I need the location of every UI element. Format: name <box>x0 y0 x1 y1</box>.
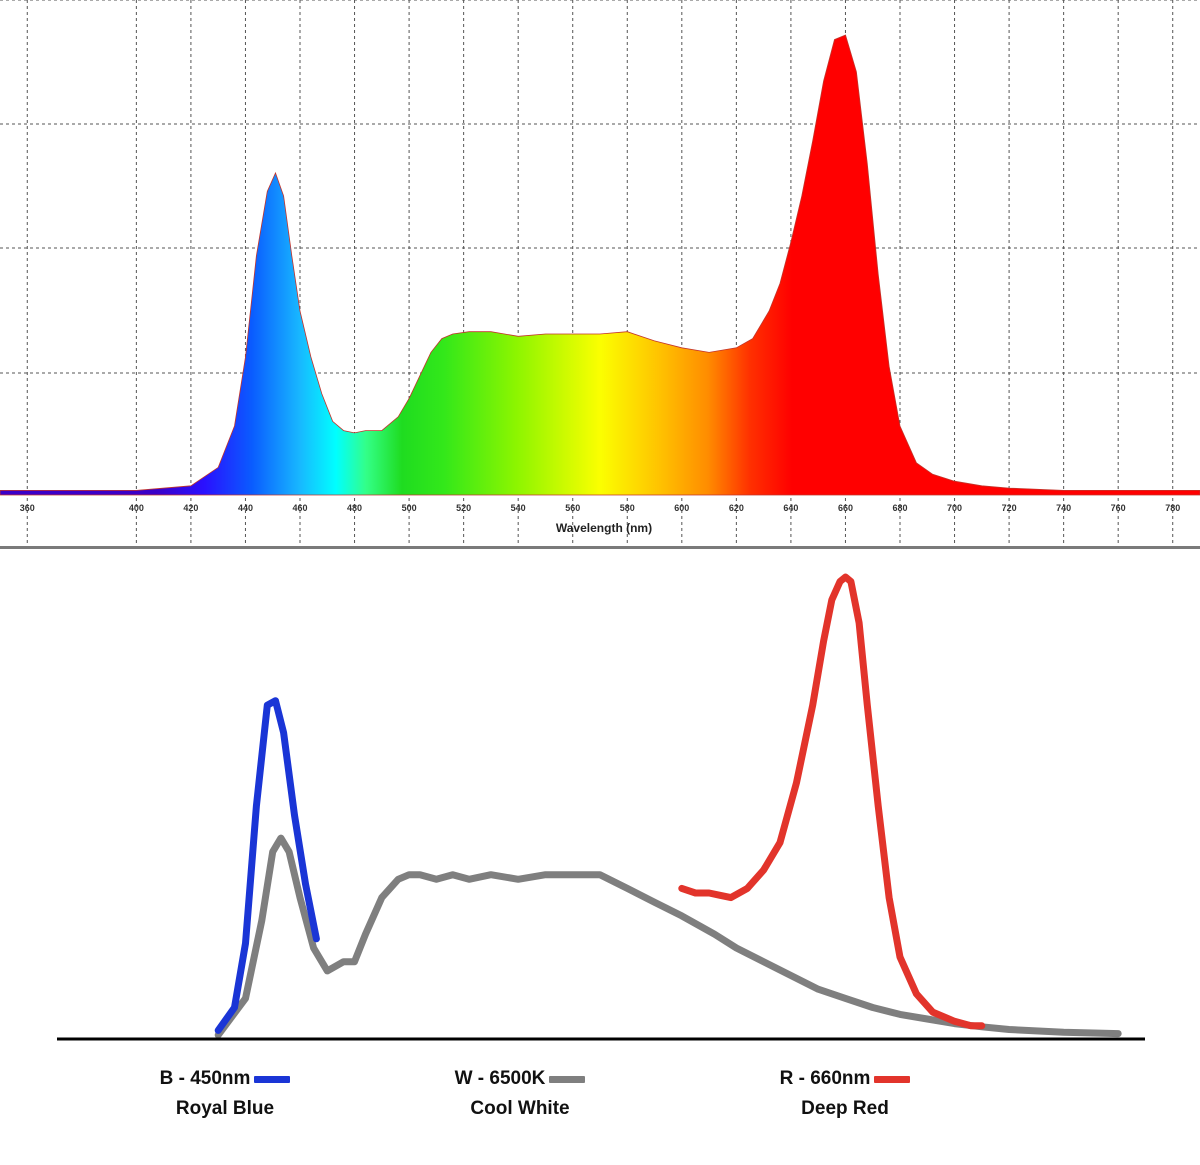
x-tick-label: 720 <box>1002 503 1017 513</box>
x-tick-label: 420 <box>183 503 198 513</box>
x-tick-label: 660 <box>838 503 853 513</box>
x-tick-label: 440 <box>238 503 253 513</box>
series-line-b-450nm <box>214 697 320 1034</box>
x-tick-label: 600 <box>674 503 689 513</box>
legend-subtitle: Deep Red <box>801 1098 889 1119</box>
spectrum-chart: 360 400 420 440 460 480 500 520 540 560 580 600 620 6… <box>0 0 1200 546</box>
series-line-r-660nm <box>678 573 986 1030</box>
x-tick-label: 560 <box>565 503 580 513</box>
legend-item-blue: B - 450nm Royal Blue <box>120 1068 330 1120</box>
legend-item-white: W - 6500K Cool White <box>415 1068 625 1120</box>
x-tick-label: 400 <box>129 503 144 513</box>
x-tick-label: 580 <box>620 503 635 513</box>
x-tick-label: 480 <box>347 503 362 513</box>
legend-subtitle: Royal Blue <box>175 1098 275 1119</box>
x-axis-ticks: 360 400 420 440 460 480 500 520 540 560 580 600 620 6… <box>20 503 1180 513</box>
legend-swatch-red <box>874 1075 911 1083</box>
x-tick-label: 640 <box>783 503 798 513</box>
x-tick-label: 740 <box>1056 503 1071 513</box>
x-tick-label: 780 <box>1165 503 1180 513</box>
series-lines <box>214 573 1122 1039</box>
x-tick-label: 520 <box>456 503 471 513</box>
x-tick-label: 680 <box>892 503 907 513</box>
x-tick-label: 540 <box>511 503 526 513</box>
x-tick-label: 620 <box>729 503 744 513</box>
x-tick-label: 460 <box>292 503 307 513</box>
x-axis-title: Wavelength (nm) <box>556 521 652 535</box>
section-divider <box>0 546 1200 549</box>
legend-swatch-white <box>549 1075 586 1083</box>
x-tick-label: 360 <box>20 503 35 513</box>
legend-item-red: R - 660nm Deep Red <box>740 1068 950 1120</box>
spectrum-area <box>0 34 1200 496</box>
legend-swatch-blue <box>254 1075 291 1083</box>
x-tick-label: 760 <box>1111 503 1126 513</box>
x-tick-label: 500 <box>402 503 417 513</box>
led-components-chart <box>57 573 1145 1041</box>
legend-title: R - 660nm <box>779 1068 871 1089</box>
series-line-w-6500k <box>214 834 1122 1039</box>
legend-subtitle: Cool White <box>470 1098 570 1119</box>
legend-title: W - 6500K <box>454 1068 546 1089</box>
legend-title: B - 450nm <box>159 1068 251 1089</box>
x-tick-label: 700 <box>947 503 962 513</box>
